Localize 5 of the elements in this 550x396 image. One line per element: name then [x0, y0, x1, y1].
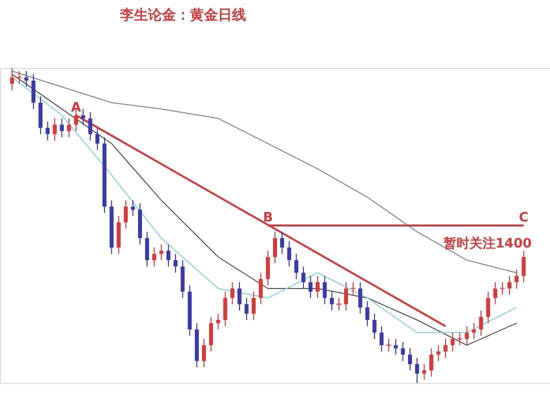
annotation: B: [262, 210, 273, 226]
chart-title: 李生论金：黄金日线: [119, 8, 246, 24]
annotation: 暂时关注1400: [442, 236, 532, 252]
annotation: C: [518, 210, 528, 226]
annotation: A: [71, 100, 82, 116]
